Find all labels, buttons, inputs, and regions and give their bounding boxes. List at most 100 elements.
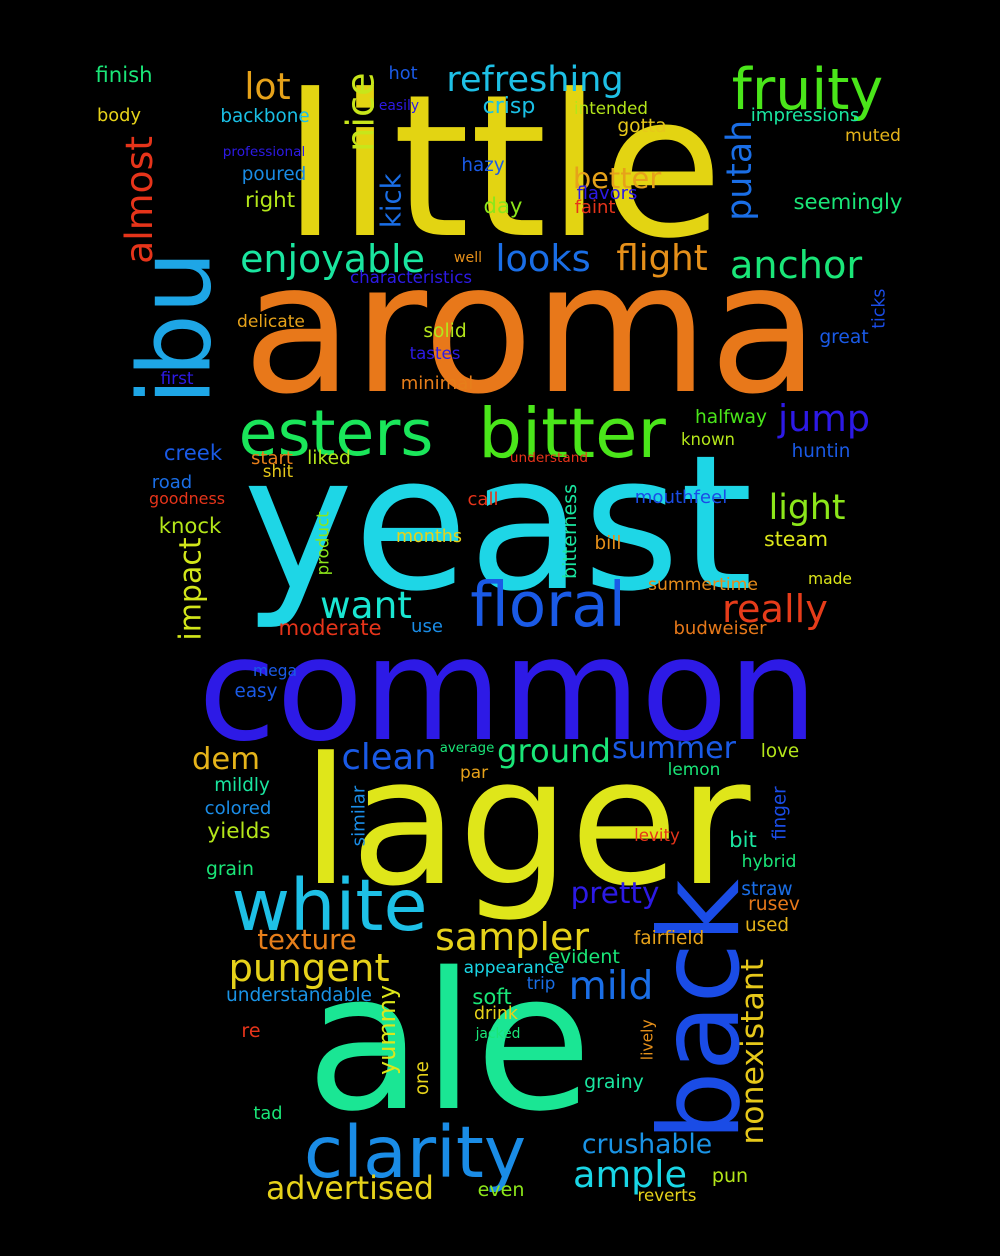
word-better: better	[572, 160, 662, 195]
word-similar: similar	[347, 785, 369, 847]
word-clarity: clarity	[303, 1111, 527, 1195]
word-drink: drink	[474, 1003, 518, 1024]
word-love: love	[760, 740, 800, 762]
word-ample: ample	[573, 1152, 687, 1196]
word-jacked: jacked	[475, 1026, 521, 1043]
word-re: re	[241, 1020, 261, 1043]
word-budweiser: budweiser	[673, 618, 767, 640]
word-crushable: crushable	[581, 1128, 713, 1160]
word-pretty: pretty	[570, 876, 660, 911]
word-muted: muted	[845, 126, 901, 147]
word-nice: nice	[338, 72, 384, 152]
word-little: little	[282, 52, 724, 283]
word-known: known	[681, 430, 735, 450]
word-want: want	[320, 583, 412, 628]
word-refreshing: refreshing	[446, 59, 624, 100]
word-enjoyable: enjoyable	[240, 237, 425, 282]
word-professional: professional	[222, 144, 306, 161]
word-goodness: goodness	[148, 488, 226, 508]
word-mildly: mildly	[214, 774, 270, 796]
word-jump: jump	[778, 396, 870, 440]
word-average: average	[439, 741, 495, 757]
word-moderate: moderate	[278, 615, 382, 641]
word-characteristics: characteristics	[349, 267, 473, 287]
word-first: first	[160, 367, 194, 388]
word-delicate: delicate	[237, 311, 305, 332]
word-impressions: impressions	[750, 104, 860, 126]
word-grain: grain	[206, 858, 254, 880]
word-gotta: gotta	[617, 115, 667, 137]
word-rusev: rusev	[748, 893, 800, 915]
word-use: use	[411, 616, 443, 638]
word-dem: dem	[191, 741, 260, 777]
word-well: well	[453, 249, 483, 266]
word-halfway: halfway	[694, 407, 768, 429]
word-right: right	[244, 187, 296, 213]
word-clean: clean	[341, 737, 437, 779]
word-day: day	[483, 193, 523, 219]
word-start: start	[251, 448, 293, 470]
word-hot: hot	[388, 63, 418, 84]
word-bit: bit	[729, 827, 757, 853]
word-bitter: bitter	[478, 393, 666, 474]
word-months: months	[396, 527, 462, 548]
word-body: body	[97, 105, 141, 127]
word-ticks: ticks	[869, 288, 890, 330]
word-call: call	[467, 489, 499, 511]
word-steam: steam	[764, 526, 828, 551]
word-yummy: yummy	[373, 985, 402, 1075]
word-fruity: fruity	[731, 56, 884, 123]
word-mega: mega	[253, 662, 297, 681]
word-fairfield: fairfield	[633, 927, 705, 949]
word-texture: texture	[257, 924, 357, 957]
word-knock: knock	[158, 513, 222, 539]
word-nonexistant: nonexistant	[735, 959, 772, 1145]
word-pungent: pungent	[228, 945, 390, 991]
word-kick: kick	[375, 173, 408, 229]
word-creek: creek	[163, 440, 223, 466]
word-seemingly: seemingly	[793, 189, 903, 215]
word-bill: bill	[594, 532, 622, 554]
word-par: par	[459, 761, 489, 782]
word-aroma: aroma	[242, 224, 820, 434]
word-floral: floral	[470, 570, 626, 642]
word-ale: ale	[305, 932, 593, 1153]
word-advertised: advertised	[266, 1171, 434, 1208]
word-trip: trip	[526, 973, 556, 993]
word-really: really	[722, 586, 828, 632]
word-yields: yields	[207, 819, 271, 845]
word-crisp: crisp	[482, 94, 536, 119]
word-bitterness: bitterness	[558, 483, 581, 579]
word-even: even	[477, 1179, 525, 1202]
word-liked: liked	[307, 447, 351, 469]
word-hazy: hazy	[461, 154, 505, 176]
word-lemon: lemon	[667, 758, 721, 779]
word-great: great	[819, 326, 869, 348]
word-understandable: understandable	[226, 985, 372, 1007]
word-tastes: tastes	[409, 344, 461, 364]
word-understand: understand	[509, 450, 589, 467]
word-solid: solid	[423, 321, 467, 343]
word-easy: easy	[234, 680, 278, 702]
word-lively: lively	[638, 1019, 657, 1061]
word-minimal: minimal	[400, 373, 474, 395]
word-looks: looks	[495, 236, 591, 280]
word-summertime: summertime	[647, 575, 758, 596]
word-made: made	[808, 570, 852, 589]
word-anchor: anchor	[729, 242, 863, 288]
word-evident: evident	[548, 946, 620, 969]
word-faint: faint	[574, 197, 616, 219]
word-one: one	[411, 1061, 433, 1095]
word-common: common	[198, 606, 818, 773]
word-hybrid: hybrid	[741, 852, 797, 873]
word-easily: easily	[378, 98, 420, 115]
word-poured: poured	[241, 163, 307, 185]
word-tad: tad	[253, 1104, 283, 1125]
word-straw: straw	[741, 879, 793, 901]
word-levity: levity	[634, 826, 680, 846]
word-sampler: sampler	[434, 914, 590, 959]
word-backbone: backbone	[220, 105, 310, 127]
word-appearance: appearance	[463, 958, 565, 978]
word-almost: almost	[117, 135, 162, 265]
